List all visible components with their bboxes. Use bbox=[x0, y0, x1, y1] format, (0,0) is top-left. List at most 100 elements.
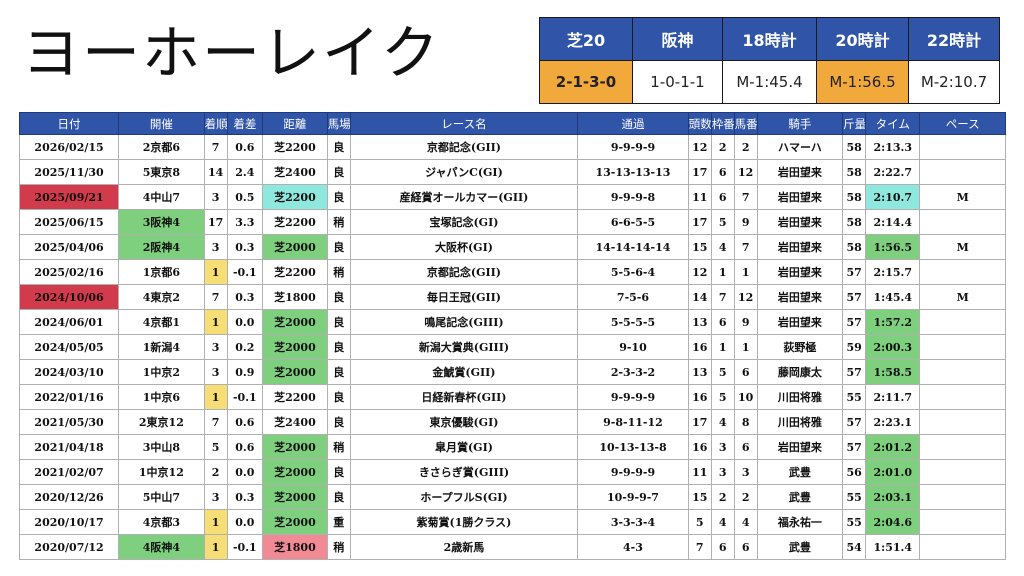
cell-margin: -0.1 bbox=[226, 534, 264, 560]
cell-time: 2:22.7 bbox=[865, 159, 921, 185]
cell-weight: 58 bbox=[842, 209, 867, 235]
cell-race-name: 京都記念(GII) bbox=[349, 134, 579, 160]
cell-going: 良 bbox=[326, 284, 351, 310]
cell-margin: 0.6 bbox=[226, 434, 264, 460]
cell-distance: 芝2200 bbox=[262, 384, 328, 410]
cell-jockey: 福永祐一 bbox=[756, 509, 844, 535]
cell-time: 1:57.2 bbox=[865, 309, 921, 335]
table-row: 2024/06/01 4京都1 1 0.0 芝2000 良鳴尾記念(GIII) 5-5-5-… bbox=[18, 309, 1006, 335]
cell-margin: 0.6 bbox=[226, 409, 264, 435]
table-row: 2021/02/07 1中京12 2 0.0 芝2000 良きさらぎ賞(GIII) 9-9-… bbox=[18, 459, 1006, 485]
cell-time: 1:45.4 bbox=[865, 284, 921, 310]
cell-pace bbox=[919, 359, 1006, 385]
cell-field-size: 11 bbox=[687, 184, 712, 210]
cell-finish: 1 bbox=[203, 384, 228, 410]
cell-gate: 6 bbox=[710, 534, 735, 560]
cell-passing: 5-5-5-5 bbox=[577, 309, 689, 335]
cell-passing: 10-13-13-8 bbox=[577, 434, 689, 460]
cell-margin: 2.4 bbox=[226, 159, 264, 185]
cell-date: 2021/04/18 bbox=[18, 434, 120, 460]
cell-margin: -0.1 bbox=[226, 259, 264, 285]
cell-passing: 9-9-9-9 bbox=[577, 134, 689, 160]
cell-margin: 0.3 bbox=[226, 234, 264, 260]
table-row: 2021/05/30 2東京12 7 0.6 芝2400 良東京優駿(GI) 9-8-11-… bbox=[18, 409, 1006, 435]
cell-venue: 3阪神4 bbox=[118, 209, 205, 235]
table-row: 2025/04/06 2阪神4 3 0.3 芝2000 良大阪杯(GI) 14-14-14-… bbox=[18, 234, 1006, 260]
cell-passing: 5-5-6-4 bbox=[577, 259, 689, 285]
cell-venue: 1中京2 bbox=[118, 359, 205, 385]
cell-passing: 9-10 bbox=[577, 334, 689, 360]
cell-pace: M bbox=[919, 234, 1006, 260]
cell-passing: 9-9-9-8 bbox=[577, 184, 689, 210]
cell-passing: 10-9-9-7 bbox=[577, 484, 689, 510]
cell-distance: 芝2000 bbox=[262, 434, 328, 460]
column-header-venue: 開催 bbox=[118, 112, 205, 135]
cell-gate: 1 bbox=[710, 334, 735, 360]
column-header-pace: ペース bbox=[919, 112, 1006, 135]
cell-gate: 5 bbox=[710, 384, 735, 410]
table-row: 2026/02/15 2京都6 7 0.6 芝2200 良京都記念(GII) 9-9-9-9… bbox=[18, 134, 1006, 160]
cell-gate: 5 bbox=[710, 359, 735, 385]
cell-margin: 0.0 bbox=[226, 459, 264, 485]
cell-going: 良 bbox=[326, 459, 351, 485]
cell-going: 良 bbox=[326, 134, 351, 160]
cell-venue: 5東京8 bbox=[118, 159, 205, 185]
cell-finish: 7 bbox=[203, 284, 228, 310]
cell-going: 稍 bbox=[326, 534, 351, 560]
table-row: 2024/10/06 4東京2 7 0.3 芝1800 良毎日王冠(GII) 7-5-6 14… bbox=[18, 284, 1006, 310]
cell-going: 良 bbox=[326, 309, 351, 335]
cell-going: 良 bbox=[326, 409, 351, 435]
cell-distance: 芝2400 bbox=[262, 159, 328, 185]
cell-time: 2:23.1 bbox=[865, 409, 921, 435]
cell-field-size: 12 bbox=[687, 259, 712, 285]
cell-going: 稍 bbox=[326, 209, 351, 235]
cell-distance: 芝2200 bbox=[262, 134, 328, 160]
cell-weight: 57 bbox=[842, 409, 867, 435]
cell-pace bbox=[919, 259, 1006, 285]
cell-gate: 6 bbox=[710, 159, 735, 185]
cell-date: 2020/07/12 bbox=[18, 534, 120, 560]
cell-time: 2:10.7 bbox=[865, 184, 921, 210]
cell-passing: 9-8-11-12 bbox=[577, 409, 689, 435]
table-row: 2020/12/26 5中山7 3 0.3 芝2000 良ホープフルS(GI) 10-9-9… bbox=[18, 484, 1006, 510]
cell-passing: 6-6-5-5 bbox=[577, 209, 689, 235]
table-row: 2025/06/15 3阪神4 17 3.3 芝2200 稍宝塚記念(GI) 6-6-5-5… bbox=[18, 209, 1006, 235]
cell-time: 2:01.0 bbox=[865, 459, 921, 485]
cell-race-name: 鳴尾記念(GIII) bbox=[349, 309, 579, 335]
cell-venue: 5中山7 bbox=[118, 484, 205, 510]
cell-gate: 3 bbox=[710, 459, 735, 485]
cell-field-size: 7 bbox=[687, 534, 712, 560]
cell-margin: 0.3 bbox=[226, 484, 264, 510]
cell-margin: 0.0 bbox=[226, 509, 264, 535]
cell-jockey: 岩田望来 bbox=[756, 284, 844, 310]
cell-race-name: ホープフルS(GI) bbox=[349, 484, 579, 510]
cell-finish: 1 bbox=[203, 309, 228, 335]
cell-going: 良 bbox=[326, 484, 351, 510]
cell-time: 2:14.4 bbox=[865, 209, 921, 235]
cell-time: 2:11.7 bbox=[865, 384, 921, 410]
cell-horse-number: 10 bbox=[733, 384, 758, 410]
cell-horse-number: 1 bbox=[733, 334, 758, 360]
cell-pace bbox=[919, 434, 1006, 460]
cell-field-size: 17 bbox=[687, 159, 712, 185]
horse-name-title: ヨーホーレイク bbox=[22, 19, 441, 87]
cell-horse-number: 7 bbox=[733, 184, 758, 210]
cell-distance: 芝2000 bbox=[262, 234, 328, 260]
cell-race-name: 宝塚記念(GI) bbox=[349, 209, 579, 235]
cell-field-size: 12 bbox=[687, 134, 712, 160]
table-row: 2022/01/16 1中京6 1 -0.1 芝2200 良日経新春杯(GII) 9-9-9… bbox=[18, 384, 1006, 410]
cell-race-name: きさらぎ賞(GIII) bbox=[349, 459, 579, 485]
cell-margin: 0.9 bbox=[226, 359, 264, 385]
cell-weight: 56 bbox=[842, 459, 867, 485]
cell-horse-number: 9 bbox=[733, 209, 758, 235]
cell-field-size: 15 bbox=[687, 234, 712, 260]
cell-passing: 9-9-9-9 bbox=[577, 459, 689, 485]
cell-field-size: 16 bbox=[687, 434, 712, 460]
cell-margin: 0.0 bbox=[226, 309, 264, 335]
cell-jockey: 岩田望来 bbox=[756, 159, 844, 185]
cell-passing: 4-3 bbox=[577, 534, 689, 560]
cell-pace bbox=[919, 134, 1006, 160]
cell-pace bbox=[919, 209, 1006, 235]
column-header-finish: 着順 bbox=[203, 112, 228, 135]
cell-venue: 4東京2 bbox=[118, 284, 205, 310]
